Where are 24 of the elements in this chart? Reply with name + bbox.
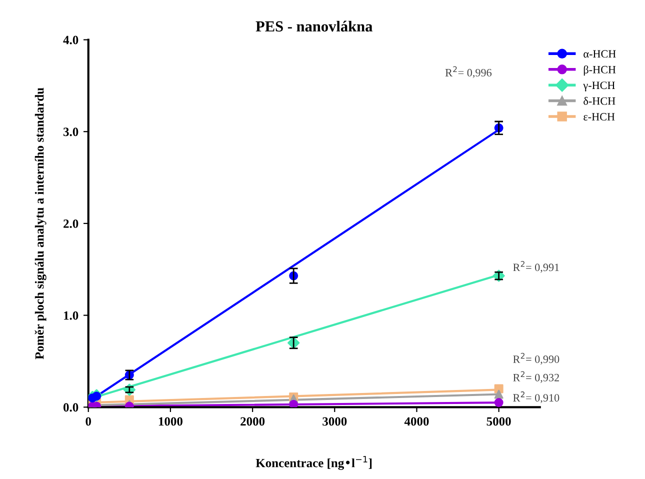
y-tick-label: 0.0 [63,403,78,412]
y-tick-label: 3.0 [63,128,78,136]
legend-label: γ-HCH [583,82,615,92]
chart-title: PES - nanovlákna [256,20,372,32]
legend-label: α-HCH [584,50,616,58]
annotation: R$^{2}$= 0,996 [445,66,492,78]
legend-label: β-HCH [584,65,616,76]
annotation: R$^{2}$= 0,910 [513,391,560,404]
annotation: R$^{2}$= 0,932 [513,371,559,383]
x-axis-title: Koncentrace [ng•l$^{−1}$] [256,456,372,470]
legend-label: δ-HCH [584,96,616,105]
legend-label: ε-HCH [584,113,615,120]
annotation: R$^{2}$= 0,990 [513,352,560,365]
x-tick-label: 3000 [322,417,347,426]
annotation: R$^{2}$= 0,991 [513,261,559,273]
y-tick-label: 2.0 [64,219,78,228]
x-tick-label: 1000 [158,417,182,426]
y-axis-title: Poměr ploch signálu analytu a interního standardu [34,88,46,360]
x-tick-label: 4000 [404,417,429,426]
x-tick-label: 5000 [486,417,511,426]
y-tick-label: 4.0 [63,36,78,44]
x-tick-label: 0 [86,417,92,426]
y-tick-label: 1.0 [64,311,78,320]
x-tick-label: 2000 [240,417,265,426]
